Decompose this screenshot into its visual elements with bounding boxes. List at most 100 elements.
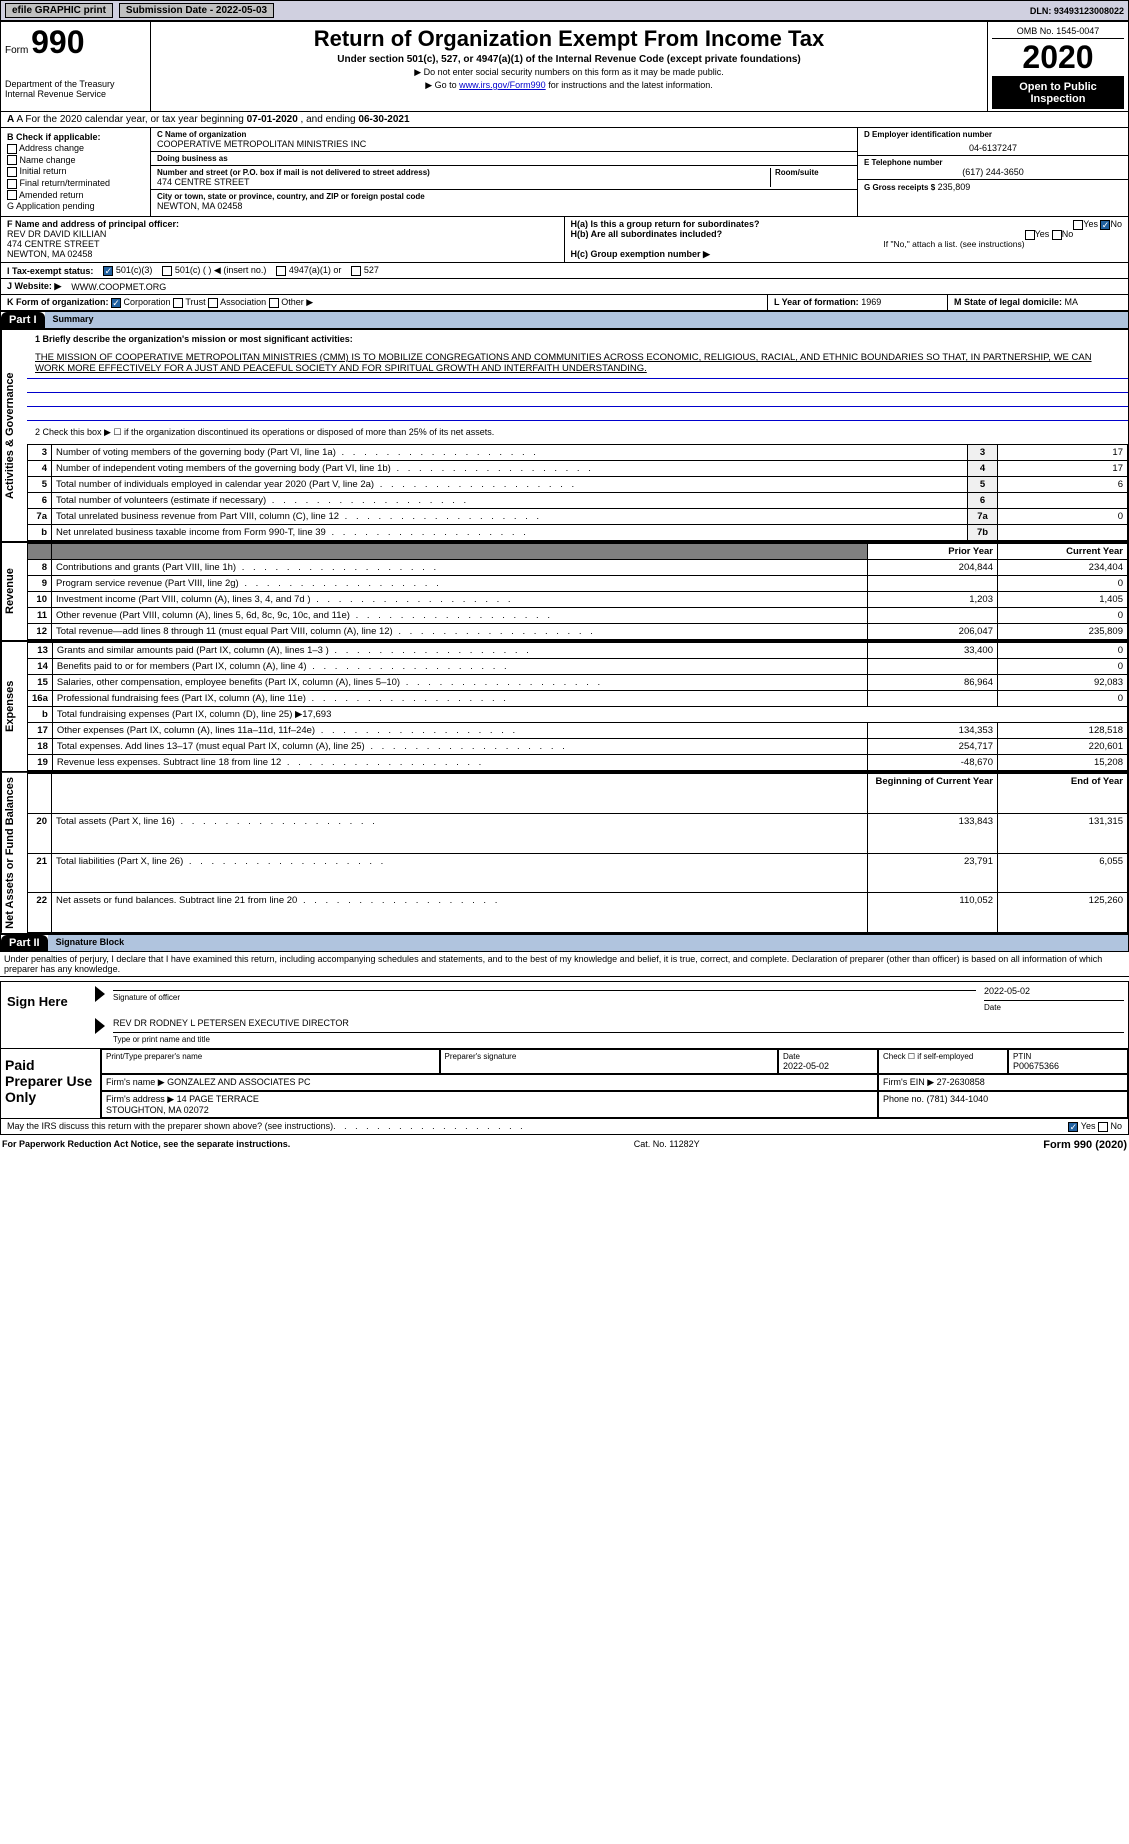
chk-4947[interactable] <box>276 266 286 276</box>
line-text: Grants and similar amounts paid (Part IX… <box>52 643 867 659</box>
discuss-row: May the IRS discuss this return with the… <box>1 1118 1128 1134</box>
box-k-label: K Form of organization: <box>7 297 109 307</box>
irs-link[interactable]: www.irs.gov/Form990 <box>459 80 546 90</box>
firm-ein-label: Firm's EIN ▶ <box>883 1077 934 1087</box>
part-2-header: Part II Signature Block <box>0 934 1129 952</box>
period-mid: , and ending <box>298 114 359 125</box>
chk-name-change[interactable]: Name change <box>7 155 144 166</box>
firm-label: Firm's name ▶ <box>106 1077 165 1087</box>
opt-501c3: 501(c)(3) <box>116 265 153 275</box>
g-note: G <box>7 201 14 211</box>
gross-label: G Gross receipts $ <box>864 183 935 192</box>
efile-button[interactable]: efile GRAPHIC print <box>5 3 113 18</box>
h-a-no[interactable] <box>1100 220 1110 230</box>
prep-self-cell: Check ☐ if self-employed <box>878 1049 1008 1074</box>
chk-label: Address change <box>19 143 84 153</box>
prior-value: -48,670 <box>868 755 998 771</box>
box-j-label: J Website: ▶ <box>7 281 61 292</box>
line-text: Total number of volunteers (estimate if … <box>52 493 968 509</box>
chk-trust[interactable] <box>173 298 183 308</box>
row-k-l-m: K Form of organization: Corporation Trus… <box>1 294 1128 310</box>
prep-date-cell: Date2022-05-02 <box>778 1049 878 1074</box>
street-cell: Number and street (or P.O. box if mail i… <box>151 166 857 190</box>
table-row: 19 Revenue less expenses. Subtract line … <box>28 755 1128 771</box>
line-num: 18 <box>28 739 53 755</box>
line-num: 8 <box>28 560 52 576</box>
line-text: Total liabilities (Part X, line 26) <box>52 853 868 893</box>
box-h: H(a) Is this a group return for subordin… <box>565 217 1129 262</box>
discuss-no[interactable] <box>1098 1122 1108 1132</box>
chk-other[interactable] <box>269 298 279 308</box>
chk-association[interactable] <box>208 298 218 308</box>
form-label: Form <box>5 45 28 56</box>
part-1-header: Part I Summary <box>0 311 1129 329</box>
table-row: 22 Net assets or fund balances. Subtract… <box>28 893 1128 933</box>
line-num: b <box>28 525 52 541</box>
firm-phone-label: Phone no. <box>883 1094 924 1104</box>
discuss-yes[interactable] <box>1068 1122 1078 1132</box>
ein-label: D Employer identification number <box>864 130 1122 139</box>
table-row: 4 Number of independent voting members o… <box>28 461 1128 477</box>
chk-final-return[interactable]: Final return/terminated <box>7 178 144 189</box>
table-row: b Total fundraising expenses (Part IX, c… <box>28 707 1128 723</box>
h-b-yes[interactable] <box>1025 230 1035 240</box>
table-row: 12 Total revenue—add lines 8 through 11 … <box>28 624 1128 640</box>
header-right-cell: OMB No. 1545-0047 2020 Open to Public In… <box>988 22 1128 111</box>
chk-501c[interactable] <box>162 266 172 276</box>
domicile-state: MA <box>1065 297 1079 307</box>
h-a-yes[interactable] <box>1073 220 1083 230</box>
preparer-row-1: Print/Type preparer's name Preparer's si… <box>101 1049 1128 1074</box>
opt-trust: Trust <box>185 297 205 307</box>
room-label: Room/suite <box>775 168 851 177</box>
chk-address-change[interactable]: Address change <box>7 143 144 154</box>
line-num: b <box>28 707 53 723</box>
h-b-note: If "No," attach a list. (see instruction… <box>571 239 1123 249</box>
dba-cell: Doing business as <box>151 152 857 166</box>
begin-value: 110,052 <box>868 893 998 933</box>
line-value: 0 <box>998 509 1128 525</box>
prior-value <box>868 691 998 707</box>
table-row: 3 Number of voting members of the govern… <box>28 445 1128 461</box>
city-value: NEWTON, MA 02458 <box>157 201 851 211</box>
chk-corporation[interactable] <box>111 298 121 308</box>
chk-application-pending[interactable]: G Application pending <box>7 201 144 211</box>
firm-addr-cell: Firm's address ▶ 14 PAGE TERRACE STOUGHT… <box>101 1091 878 1118</box>
org-name-label: C Name of organization <box>157 130 851 139</box>
box-l: L Year of formation: 1969 <box>768 295 948 310</box>
table-row: 18 Total expenses. Add lines 13–17 (must… <box>28 739 1128 755</box>
officer-printed-name: REV DR RODNEY L PETERSEN EXECUTIVE DIREC… <box>113 1018 1124 1028</box>
h-b-no[interactable] <box>1052 230 1062 240</box>
line-value: 17 <box>998 445 1128 461</box>
line-num: 11 <box>28 608 52 624</box>
line-num: 4 <box>28 461 52 477</box>
chk-amended-return[interactable]: Amended return <box>7 190 144 201</box>
part-1-revenue: Revenue Prior Year Current Year8 Contrib… <box>0 542 1129 641</box>
chk-label: Initial return <box>20 166 67 176</box>
city-label: City or town, state or province, country… <box>157 192 851 201</box>
blank-line <box>27 379 1128 393</box>
part-1-expenses: Expenses 13 Grants and similar amounts p… <box>0 641 1129 772</box>
line-text: Other expenses (Part IX, column (A), lin… <box>52 723 867 739</box>
box-k: K Form of organization: Corporation Trus… <box>1 295 768 310</box>
tax-year: 2020 <box>992 39 1124 77</box>
submission-date-button[interactable]: Submission Date - 2022-05-03 <box>119 3 274 18</box>
firm-addr-label: Firm's address ▶ <box>106 1094 174 1104</box>
tel-label: E Telephone number <box>864 158 1122 167</box>
line-label: 5 <box>968 477 998 493</box>
prior-value <box>868 576 998 592</box>
end-year-header: End of Year <box>998 774 1128 814</box>
box-m: M State of legal domicile: MA <box>948 295 1128 310</box>
period-prefix: A For the 2020 calendar year, or tax yea… <box>16 114 246 125</box>
end-value: 6,055 <box>998 853 1128 893</box>
line-text: Benefits paid to or for members (Part IX… <box>52 659 867 675</box>
table-row: 15 Salaries, other compensation, employe… <box>28 675 1128 691</box>
chk-527[interactable] <box>351 266 361 276</box>
chk-initial-return[interactable]: Initial return <box>7 166 144 177</box>
sign-here-row: Sign Here Signature of officer 2022-05-0… <box>1 982 1128 1049</box>
end-value: 125,260 <box>998 893 1128 933</box>
section-identity: A A For the 2020 calendar year, or tax y… <box>0 112 1129 311</box>
chk-label: Name change <box>20 155 76 165</box>
side-governance: Activities & Governance <box>1 330 27 541</box>
chk-501c3[interactable] <box>103 266 113 276</box>
formation-year: 1969 <box>861 297 881 307</box>
